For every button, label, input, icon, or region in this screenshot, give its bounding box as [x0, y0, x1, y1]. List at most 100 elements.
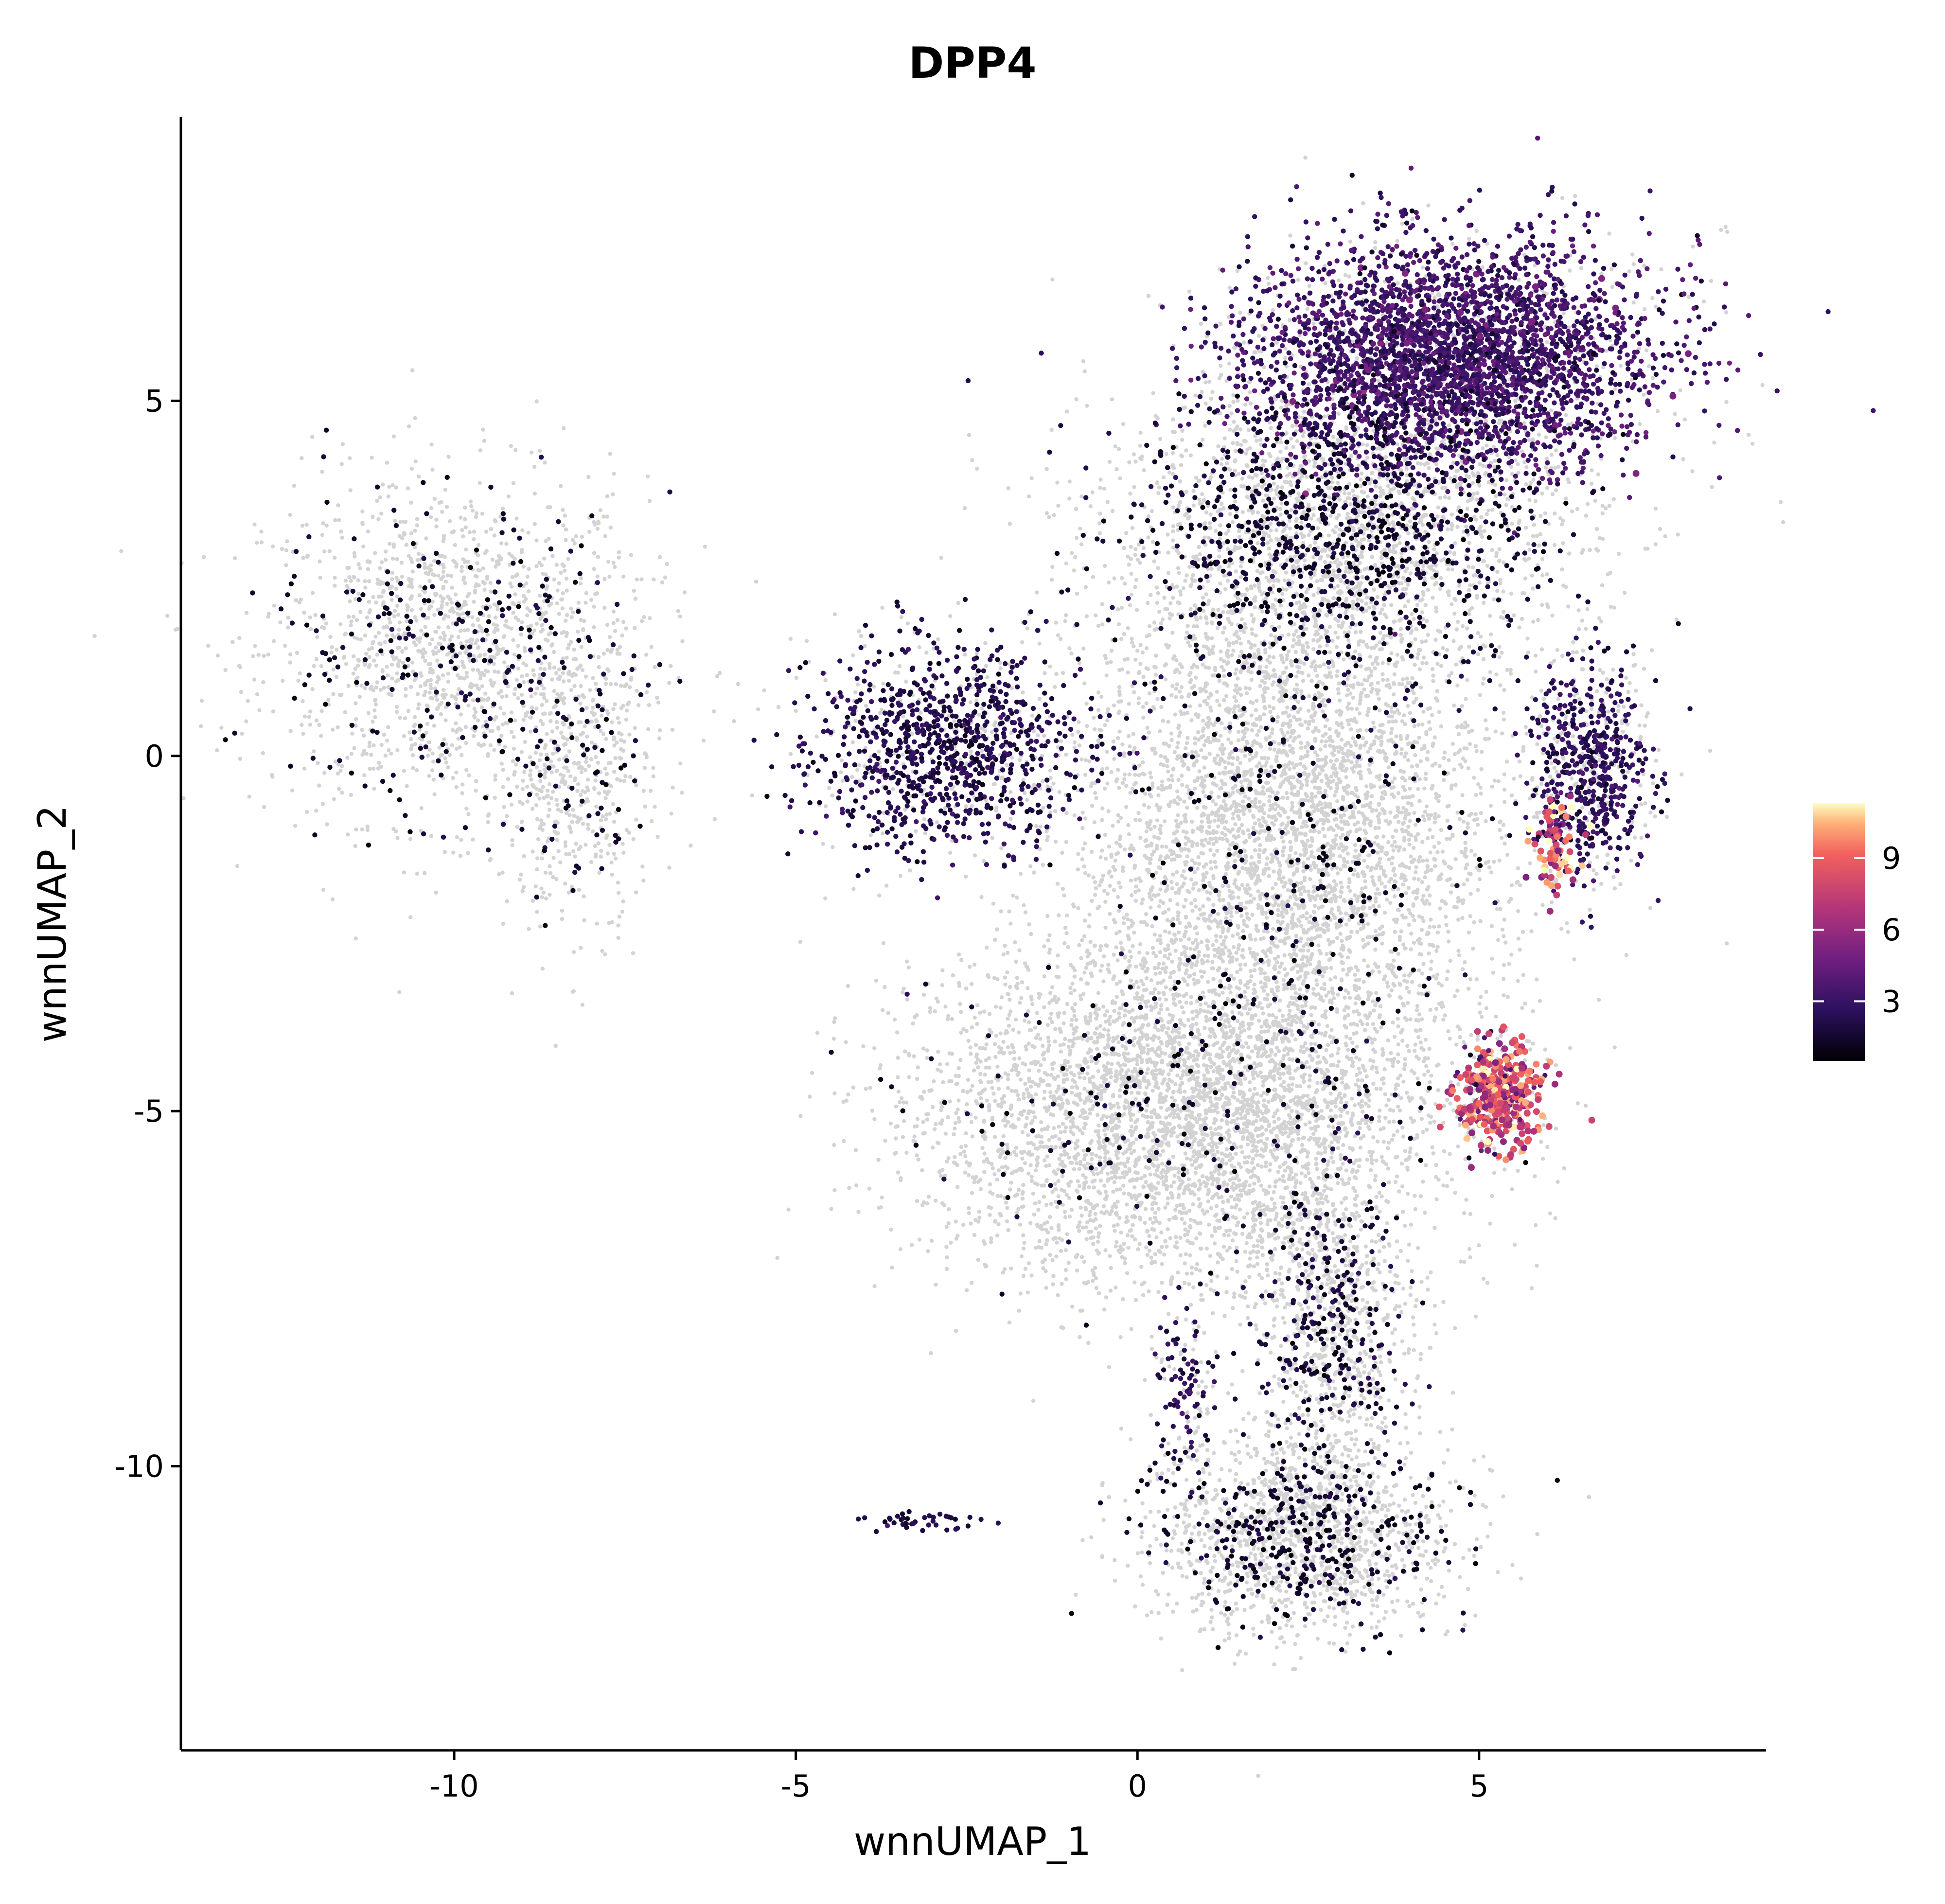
cell-point-unexpressed: [1504, 759, 1509, 764]
cell-point-unexpressed: [446, 455, 451, 459]
cell-point-unexpressed: [1279, 405, 1284, 410]
cell-point-unexpressed: [608, 682, 613, 687]
cell-point-unexpressed: [1611, 497, 1616, 501]
cell-point-unexpressed: [629, 553, 634, 558]
cell-point-unexpressed: [366, 529, 371, 534]
cell-point-unexpressed: [444, 505, 449, 509]
cell-point-unexpressed: [1029, 476, 1034, 480]
cell-point-unexpressed: [1337, 513, 1341, 517]
cell-point-unexpressed: [367, 610, 371, 615]
cell-point-unexpressed: [1330, 638, 1335, 643]
cell-point-unexpressed: [1203, 423, 1207, 428]
cell-point-unexpressed: [1307, 284, 1312, 288]
cell-point-unexpressed: [593, 592, 598, 597]
cell-point-unexpressed: [1124, 531, 1129, 535]
cell-point-unexpressed: [327, 549, 332, 553]
cell-point-unexpressed: [407, 577, 411, 582]
cell-point-unexpressed: [1477, 527, 1482, 531]
cell-point-unexpressed: [1643, 823, 1647, 828]
cell-point-unexpressed: [529, 777, 533, 782]
cell-point-unexpressed: [409, 608, 414, 613]
cell-point-unexpressed: [564, 538, 568, 542]
cell-point-unexpressed: [1431, 673, 1435, 678]
cell-point-unexpressed: [1291, 445, 1295, 449]
cell-point-unexpressed: [1413, 663, 1417, 667]
cell-point-unexpressed: [1422, 513, 1427, 517]
cell-point-unexpressed: [509, 444, 513, 448]
cell-point-unexpressed: [281, 678, 285, 683]
cell-point-unexpressed: [1555, 648, 1559, 652]
cell-point-unexpressed: [1362, 528, 1367, 532]
cell-point-unexpressed: [1217, 376, 1221, 381]
cell-point-unexpressed: [1348, 691, 1353, 696]
cell-point-unexpressed: [493, 795, 497, 800]
cell-point-unexpressed: [1465, 626, 1469, 631]
cell-point-unexpressed: [532, 464, 537, 469]
cell-point-unexpressed: [547, 808, 552, 812]
cell-point-unexpressed: [639, 577, 644, 582]
cell-point-unexpressed: [443, 613, 447, 618]
cell-point-unexpressed: [788, 752, 793, 757]
cell-point-unexpressed: [621, 748, 626, 753]
cell-point-unexpressed: [1272, 668, 1276, 672]
cell-point-unexpressed: [347, 565, 351, 570]
cell-point-unexpressed: [1566, 604, 1571, 609]
cell-point-unexpressed: [1121, 422, 1126, 426]
cell-point-unexpressed: [360, 521, 365, 525]
cell-point-unexpressed: [1539, 688, 1544, 693]
cell-point-unexpressed: [1517, 625, 1521, 630]
cell-point-unexpressed: [478, 676, 483, 681]
cell-point-unexpressed: [1490, 508, 1495, 512]
cell-point-unexpressed: [1204, 617, 1209, 621]
cell-point-unexpressed: [644, 690, 649, 695]
cell-point-unexpressed: [1251, 509, 1255, 514]
cell-point-unexpressed: [1307, 673, 1311, 678]
cell-point-unexpressed: [1378, 640, 1382, 645]
cell-point-unexpressed: [501, 768, 506, 772]
cell-point-unexpressed: [1451, 639, 1456, 643]
cell-point-unexpressed: [1398, 633, 1403, 637]
cell-point-unexpressed: [669, 664, 673, 669]
cell-point-unexpressed: [595, 921, 600, 926]
cell-point-unexpressed: [1639, 802, 1644, 807]
cell-point-unexpressed: [479, 626, 483, 631]
cell-point-unexpressed: [1146, 294, 1151, 298]
cell-point-unexpressed: [470, 615, 475, 619]
cell-point-unexpressed: [556, 808, 561, 812]
cell-point-unexpressed: [368, 687, 373, 691]
cell-point-unexpressed: [580, 534, 584, 539]
cell-point-unexpressed: [434, 630, 439, 634]
cell-point-unexpressed: [1559, 927, 1564, 931]
cell-point-unexpressed: [878, 711, 883, 715]
cell-point-unexpressed: [369, 753, 373, 757]
cell-point-unexpressed: [488, 729, 493, 733]
cell-point-unexpressed: [624, 708, 629, 713]
cell-point-unexpressed: [655, 834, 660, 839]
cell-point-unexpressed: [641, 789, 646, 793]
cell-point-unexpressed: [1580, 805, 1585, 810]
cell-point-unexpressed: [252, 677, 257, 682]
cell-point-unexpressed: [1201, 370, 1205, 374]
cell-point-unexpressed: [1187, 564, 1192, 569]
cell-point-unexpressed: [1105, 892, 1110, 896]
cell-point-unexpressed: [1075, 591, 1079, 596]
cell-point-unexpressed: [1485, 512, 1489, 516]
cell-point-unexpressed: [411, 670, 415, 674]
cell-point-unexpressed: [1191, 573, 1195, 578]
cell-point-unexpressed: [537, 796, 542, 801]
cell-point-unexpressed: [363, 579, 367, 583]
cell-point-unexpressed: [435, 707, 440, 711]
cell-point-unexpressed: [525, 784, 530, 789]
cell-point-unexpressed: [1571, 734, 1575, 739]
cell-point-unexpressed: [511, 601, 515, 606]
cell-point-unexpressed: [339, 529, 343, 534]
cell-point-unexpressed: [1136, 985, 1141, 989]
cell-point-unexpressed: [601, 514, 606, 519]
cell-point-unexpressed: [1306, 503, 1311, 507]
cell-point-unexpressed: [320, 533, 325, 537]
cell-point-unexpressed: [456, 737, 460, 741]
cell-point-unexpressed: [1202, 498, 1206, 502]
cell-point-unexpressed: [1055, 480, 1060, 485]
cell-point-unexpressed: [1552, 765, 1556, 770]
cell-point-unexpressed: [1049, 578, 1054, 582]
